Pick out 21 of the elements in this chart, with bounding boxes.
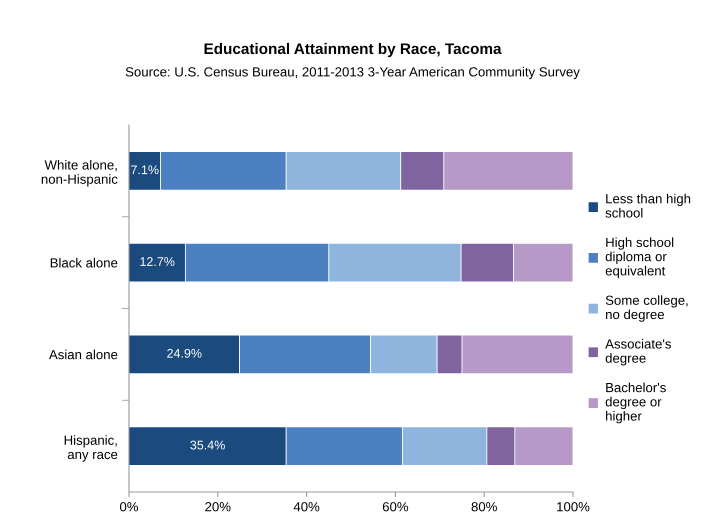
legend-label: Less than high school bbox=[606, 194, 690, 218]
y-tick-label: Hispanic, any race bbox=[64, 435, 118, 462]
y-tick-label: Black alone bbox=[50, 258, 118, 268]
x-tick-label: 100% bbox=[557, 502, 590, 512]
chart-title: Educational Attainment by Race, Tacoma bbox=[204, 42, 502, 58]
y-tick-label: White alone, non-Hispanic bbox=[42, 160, 118, 186]
data-label: 24.9% bbox=[167, 348, 202, 358]
data-label: 35.4% bbox=[190, 440, 225, 450]
data-label: 7.1% bbox=[131, 165, 159, 174]
legend-label: High school diploma or equivalent bbox=[606, 237, 674, 278]
x-tick-label: 20% bbox=[205, 502, 231, 512]
x-tick-label: 0% bbox=[120, 502, 138, 512]
x-tick-label: 60% bbox=[382, 502, 408, 512]
x-tick-label: 80% bbox=[472, 502, 497, 512]
legend-label: Some college, no degree bbox=[606, 295, 688, 322]
y-tick-label: Asian alone bbox=[48, 350, 118, 360]
chart-subtitle: Source: U.S. Census Bureau, 2011-2013 3-Year American Community Survey bbox=[126, 66, 580, 80]
legend-label: Associate's degree bbox=[605, 338, 671, 366]
legend-label: Bachelor's degree or higher bbox=[606, 382, 666, 424]
data-label: 12.7% bbox=[140, 257, 174, 266]
x-tick-label: 40% bbox=[294, 502, 320, 512]
